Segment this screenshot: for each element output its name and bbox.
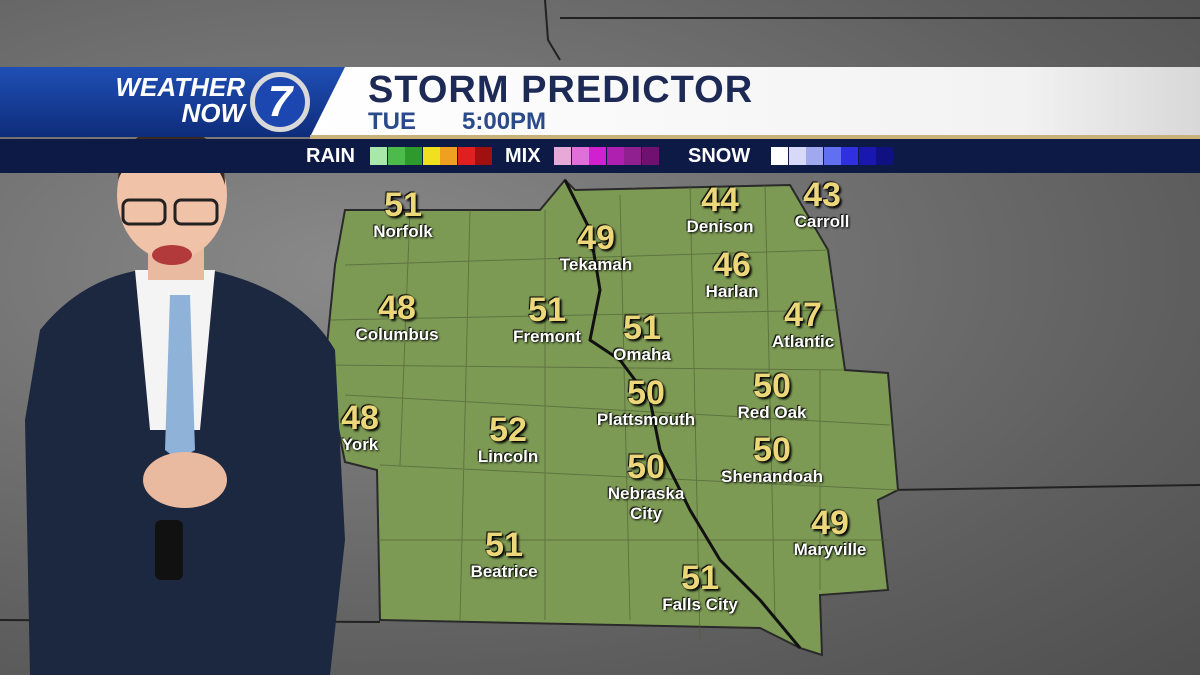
- city-name: Harlan: [705, 282, 759, 301]
- city-temperature: 49: [811, 504, 849, 542]
- city-temperature: 50: [627, 448, 665, 486]
- logo-line1: WEATHER: [115, 72, 245, 102]
- city-forecast: 52 Lincoln: [478, 413, 538, 467]
- mix-swatch: [571, 147, 589, 165]
- city-forecast: 51 Omaha: [613, 311, 671, 365]
- city-temperature: 46: [713, 246, 751, 284]
- city-name: Atlantic: [771, 332, 835, 351]
- city-forecast: 51 Norfolk: [373, 188, 433, 242]
- mix-swatch: [624, 147, 641, 165]
- city-temperature: 50: [627, 374, 665, 412]
- snow-swatch: [788, 147, 806, 165]
- city-temperature: 43: [803, 176, 841, 214]
- rain-swatch: [422, 147, 440, 165]
- city-name: Omaha: [613, 345, 671, 364]
- city-name: Nebraska City: [607, 484, 685, 523]
- missouri-river: [563, 179, 802, 649]
- city-forecast: 48 York: [341, 401, 379, 455]
- city-forecast: 51 Beatrice: [470, 528, 537, 582]
- snow-swatch: [823, 147, 841, 165]
- city-temperature: 51: [681, 559, 719, 597]
- city-name: Red Oak: [737, 403, 807, 422]
- city-name: Lincoln: [477, 447, 539, 466]
- city-name: Denison: [686, 217, 754, 236]
- city-forecast: 46 Harlan: [706, 248, 759, 302]
- rain-swatch: [370, 147, 387, 165]
- mix-swatch: [554, 147, 571, 165]
- mix-label: MIX: [505, 145, 541, 167]
- rain-swatch: [475, 147, 492, 165]
- city-name: Carroll: [794, 212, 850, 231]
- city-forecast: 44 Denison: [686, 183, 753, 237]
- rain-swatch: [440, 147, 457, 165]
- city-name: Columbus: [355, 325, 439, 344]
- city-name: Falls City: [662, 595, 738, 614]
- header-title-panel: [310, 67, 1200, 137]
- snow-swatch: [771, 147, 788, 165]
- city-temperature: 50: [753, 431, 791, 469]
- city-temperature: 48: [378, 289, 416, 327]
- snow-swatch: [858, 147, 876, 165]
- city-temperature: 51: [528, 291, 566, 329]
- city-name: Plattsmouth: [596, 410, 696, 429]
- city-temperature: 51: [384, 186, 422, 224]
- city-temperature: 52: [489, 411, 527, 449]
- rain-swatch: [387, 147, 405, 165]
- city-name: Norfolk: [373, 222, 433, 241]
- city-temperature: 51: [623, 309, 661, 347]
- city-forecast: 50 Red Oak: [738, 369, 807, 423]
- city-forecast: 50 Plattsmouth: [597, 376, 695, 430]
- page-title: STORM PREDICTOR: [368, 69, 754, 111]
- county-lines: [324, 184, 899, 641]
- city-name: York: [341, 435, 379, 454]
- logo-line2: NOW: [181, 98, 245, 128]
- city-forecast: 43 Carroll: [795, 178, 850, 232]
- forecast-time: 5:00PM: [462, 108, 547, 135]
- mix-swatch: [641, 147, 659, 165]
- mix-swatch: [589, 147, 606, 165]
- city-name: Beatrice: [470, 562, 538, 581]
- city-forecast: 49 Tekamah: [560, 221, 632, 275]
- city-forecast: 47 Atlantic: [772, 298, 834, 352]
- city-temperature: 47: [784, 296, 822, 334]
- city-forecast: 48 Columbus: [355, 291, 438, 345]
- forecast-day: TUE: [368, 108, 416, 135]
- mix-swatch: [606, 147, 624, 165]
- channel-7-logo: 7: [250, 72, 310, 132]
- city-temperature: 50: [753, 367, 791, 405]
- city-name: Maryville: [793, 540, 867, 559]
- city-name: Tekamah: [559, 255, 633, 274]
- rain-swatch: [405, 147, 422, 165]
- snow-swatch: [841, 147, 858, 165]
- city-temperature: 51: [485, 526, 523, 564]
- city-forecast: 51 Falls City: [662, 561, 738, 615]
- city-temperature: 48: [341, 399, 379, 437]
- snow-swatch: [876, 147, 893, 165]
- snow-label: SNOW: [688, 145, 751, 167]
- rain-swatch: [457, 147, 475, 165]
- city-temperature: 49: [577, 219, 615, 257]
- city-forecast: 50 Shenandoah: [721, 433, 823, 487]
- city-temperature: 44: [701, 181, 739, 219]
- state-border-line: [0, 0, 1200, 623]
- presenter: [25, 128, 345, 675]
- snow-swatch: [806, 147, 823, 165]
- city-name: Shenandoah: [720, 467, 824, 486]
- city-forecast: 49 Maryville: [794, 506, 867, 560]
- rain-label: RAIN: [306, 145, 355, 167]
- city-forecast: 51 Fremont: [513, 293, 581, 347]
- city-name: Fremont: [513, 327, 581, 346]
- city-forecast: 50 Nebraska City: [601, 450, 691, 524]
- header-divider: [310, 135, 1200, 139]
